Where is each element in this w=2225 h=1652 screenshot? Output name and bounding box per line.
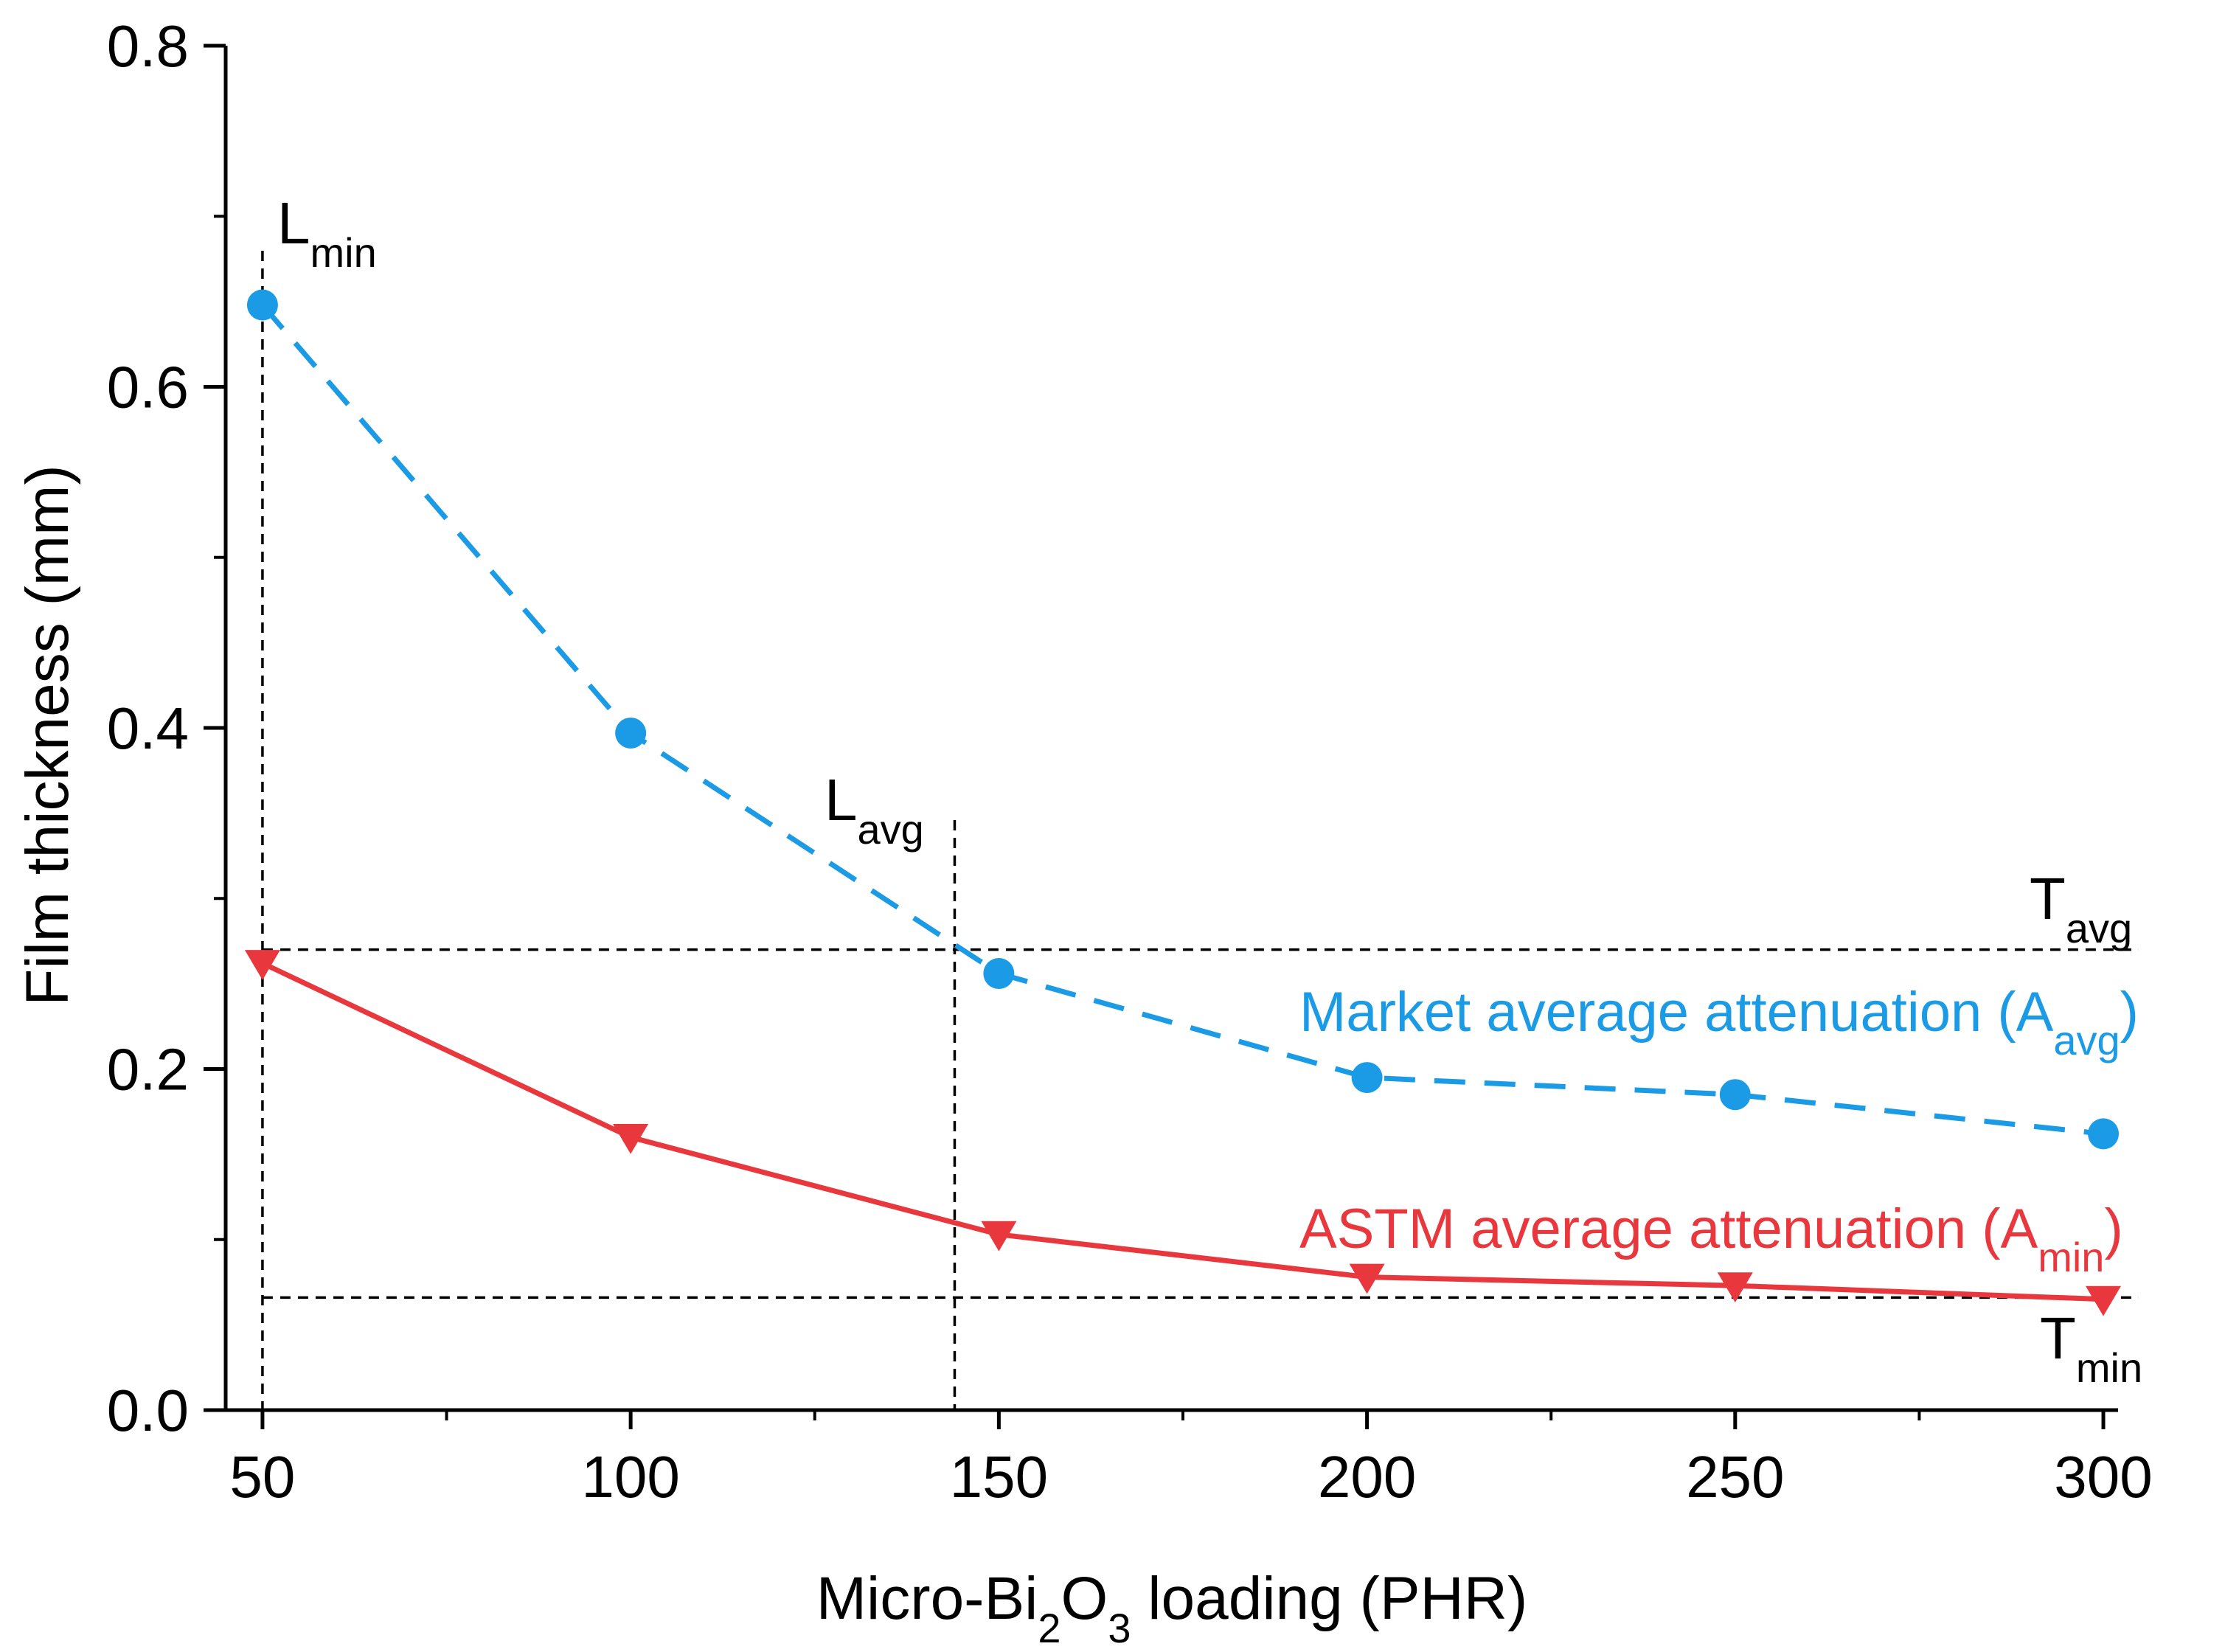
y-tick-label: 0.6 — [107, 355, 189, 420]
y-tick-label: 0.8 — [107, 13, 189, 79]
labels-layer: Micro-Bi2O3 loading (PHR) Film thickness … — [14, 190, 2142, 1651]
label-t-avg: Tavg — [2030, 866, 2132, 951]
data-point — [615, 717, 647, 749]
reference-lines — [261, 251, 2139, 1410]
x-tick-label: 150 — [950, 1444, 1048, 1510]
x-tick-label: 250 — [1686, 1444, 1784, 1510]
label-l-min: Lmin — [277, 190, 377, 276]
y-tick-label: 0.2 — [107, 1037, 189, 1103]
series-label-1: ASTM average attenuation (Amin) — [1299, 1198, 2123, 1280]
series-line — [261, 960, 2104, 1302]
axes: 50 100 150 200 250 300 0.0 0.2 0.4 0.6 0.8 — [107, 13, 2153, 1510]
label-l-avg: Lavg — [825, 767, 924, 853]
data-point — [2088, 1118, 2120, 1150]
x-tick-label: 200 — [1318, 1444, 1416, 1510]
data-point — [2086, 1285, 2121, 1316]
data-point — [244, 950, 280, 980]
y-tick-label: 0.4 — [107, 695, 189, 761]
data-point — [981, 1221, 1017, 1252]
data-point — [983, 958, 1015, 989]
data-point — [1719, 1079, 1751, 1111]
x-tick-label: 50 — [229, 1444, 295, 1510]
series-0 — [246, 289, 2120, 1150]
series-line — [260, 303, 2104, 1136]
series-layer — [244, 289, 2121, 1316]
data-point — [1349, 1263, 1385, 1294]
series-label-0: Market average attenuation (Aavg) — [1299, 981, 2139, 1063]
x-tick-label: 300 — [2054, 1444, 2152, 1510]
data-point — [1717, 1272, 1753, 1302]
y-axis-title: Film thickness (mm) — [14, 465, 81, 1005]
y-tick-label: 0.0 — [107, 1378, 189, 1443]
x-axis-title: Micro-Bi2O3 loading (PHR) — [816, 1565, 1528, 1651]
data-point — [246, 289, 278, 321]
x-tick-label: 100 — [581, 1444, 679, 1510]
data-point — [613, 1124, 649, 1154]
series-1 — [244, 950, 2121, 1316]
data-point — [1351, 1062, 1383, 1094]
label-t-min: Tmin — [2040, 1305, 2142, 1391]
